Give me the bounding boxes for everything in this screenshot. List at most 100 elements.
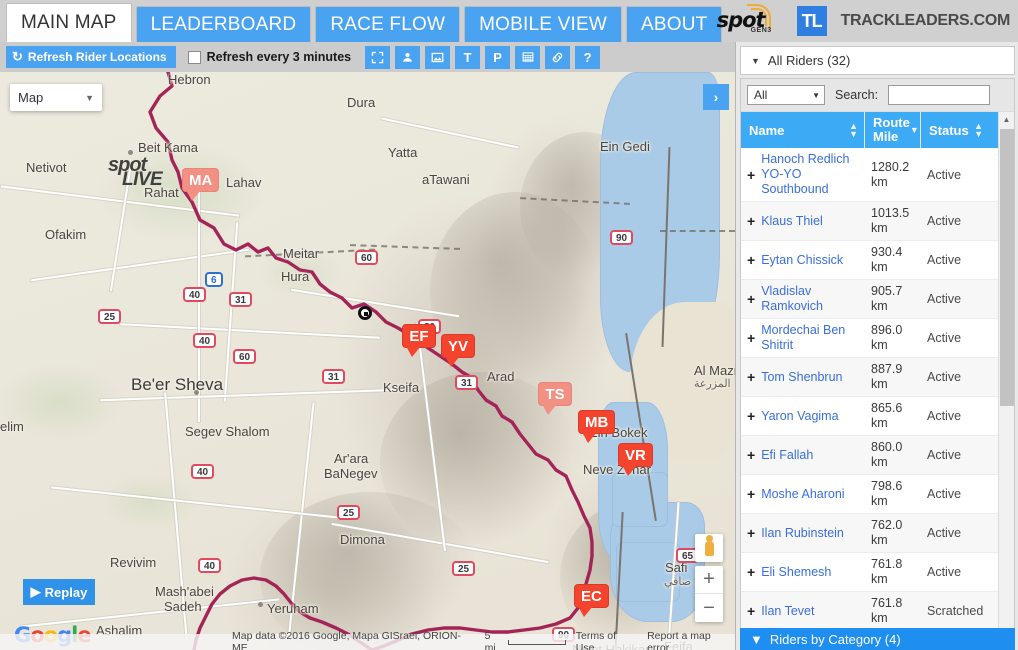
spot-logo-subtext: GEN3 [750, 27, 772, 34]
riders-by-category-label: Riders by Category (4) [769, 631, 901, 647]
route-shield: 31 [455, 375, 479, 390]
rider-status-cell: Active [927, 331, 962, 345]
fullscreen-icon[interactable] [365, 45, 391, 69]
map-place-label: Yeruham [267, 601, 319, 616]
map-place-label: Dimona [340, 532, 385, 547]
rider-name-link[interactable]: Yaron Vagima [761, 408, 839, 423]
table-row[interactable]: + Ilan Rubinstein 762.0 km Active [741, 514, 1014, 553]
column-header-name[interactable]: Name ▲ ▼ [741, 112, 865, 148]
map-scale-bar: 5 mi [485, 630, 566, 650]
table-row[interactable]: + Eytan Chissick 930.4 km Active [741, 241, 1014, 280]
help-icon[interactable]: ? [575, 45, 601, 69]
scrollbar-thumb[interactable] [1000, 129, 1014, 406]
rider-map-marker[interactable]: MB [578, 410, 616, 443]
points-icon[interactable]: P [485, 45, 511, 69]
rider-map-marker[interactable]: EC [574, 584, 609, 617]
rider-map-marker[interactable]: YV [441, 334, 476, 367]
street-view-pegman-icon[interactable] [695, 534, 723, 562]
map-panel-toggle-button[interactable]: › [703, 84, 729, 110]
expand-row-icon[interactable]: + [747, 369, 756, 385]
rider-name-link[interactable]: Eytan Chissick [761, 252, 844, 267]
scroll-up-arrow-icon[interactable]: ▲ [999, 112, 1014, 127]
rider-name-link[interactable]: Vladislav Ramkovich [761, 284, 824, 313]
rider-name-link[interactable]: Tom Shenbrun [761, 369, 843, 384]
expand-row-icon[interactable]: + [747, 252, 756, 268]
tab-leaderboard[interactable]: LEADERBOARD [135, 6, 312, 42]
map-type-selector[interactable]: Map ▼ [10, 84, 102, 111]
table-row[interactable]: + Yaron Vagima 865.6 km Active [741, 397, 1014, 436]
rider-route-mile-cell: 896.0 km [871, 323, 903, 352]
rider-map-marker[interactable]: VR [618, 443, 653, 476]
rider-status-cell: Active [927, 292, 962, 306]
report-map-error-link[interactable]: Report a map error [647, 630, 711, 650]
replay-button[interactable]: ▶ Replay [23, 579, 95, 605]
category-filter-select[interactable]: All ▼ [747, 85, 825, 105]
spot-live-bottom-text: LIVE [122, 169, 163, 190]
tab-race-flow[interactable]: RACE FLOW [315, 6, 461, 42]
table-row[interactable]: + Klaus Thiel 1013.5 km Active [741, 202, 1014, 241]
all-riders-header[interactable]: ▼ All Riders (32) [740, 46, 1015, 75]
expand-row-icon[interactable]: + [747, 447, 756, 463]
table-row[interactable]: + Ilan Tevet 761.8 km Scratched [741, 592, 1014, 631]
refresh-rider-locations-button[interactable]: ↻ Refresh Rider Locations [6, 46, 176, 68]
rider-name-link[interactable]: Hanoch Redlich YO-YO Southbound [761, 152, 850, 196]
expand-row-icon[interactable]: + [747, 564, 756, 580]
expand-row-icon[interactable]: + [747, 486, 756, 502]
rider-map-marker[interactable]: EF [402, 324, 436, 357]
table-row[interactable]: + Tom Shenbrun 887.9 km Active [741, 358, 1014, 397]
terms-of-use-link[interactable]: Terms of Use [575, 630, 616, 650]
zoom-out-button[interactable]: − [695, 594, 723, 622]
chevron-down-icon: ▼ [812, 90, 820, 100]
auto-refresh-toggle[interactable]: Refresh every 3 minutes [187, 50, 351, 64]
zoom-in-button[interactable]: + [695, 566, 723, 594]
top-navigation-bar: MAIN MAP LEADERBOARD RACE FLOW MOBILE VI… [0, 0, 1018, 42]
rider-status-cell: Active [927, 565, 962, 579]
expand-row-icon[interactable]: + [747, 166, 756, 183]
rider-name-link[interactable]: Ilan Tevet [761, 603, 815, 618]
riders-by-category-header[interactable]: ▼ Riders by Category (4) [740, 628, 1015, 650]
map-place-label: Mash'abei [155, 584, 214, 599]
text-labels-icon[interactable]: T [455, 45, 481, 69]
rider-map-marker[interactable]: TS [538, 382, 572, 415]
rider-name-link[interactable]: Eli Shemesh [761, 564, 832, 579]
route-shield: 25 [337, 505, 361, 520]
table-row[interactable]: + Vladislav Ramkovich 905.7 km Active [741, 280, 1014, 319]
expand-row-icon[interactable]: + [747, 213, 756, 229]
riders-table-scrollbar[interactable]: ▲ ▼ [998, 112, 1014, 642]
play-icon: ▶ [30, 584, 41, 599]
tab-mobile-view[interactable]: MOBILE VIEW [464, 6, 622, 42]
border-dashed-line [660, 230, 735, 232]
table-row[interactable]: + Eli Shemesh 761.8 km Active [741, 553, 1014, 592]
rider-name-link[interactable]: Klaus Thiel [761, 213, 823, 228]
tab-about[interactable]: ABOUT [625, 6, 723, 42]
photo-icon[interactable] [425, 45, 451, 69]
tab-main-map[interactable]: MAIN MAP [6, 3, 132, 42]
rider-status-cell: Scratched [927, 604, 984, 618]
rider-pin-icon[interactable] [395, 45, 421, 69]
table-row[interactable]: + Efi Fallah 860.0 km Active [741, 436, 1014, 475]
column-header-status[interactable]: Status ▲ ▼ [921, 112, 989, 148]
search-input[interactable] [888, 85, 991, 105]
table-row[interactable]: + Hanoch Redlich YO-YO Southbound 1280.2 k… [741, 148, 1014, 202]
sort-both-icon: ▲ ▼ [974, 121, 983, 139]
link-icon[interactable] [545, 45, 571, 69]
rider-name-link[interactable]: Efi Fallah [761, 447, 814, 462]
rider-map-marker[interactable]: MA [182, 168, 220, 201]
map-place-label: Ar'ara [334, 451, 369, 466]
expand-row-icon[interactable]: + [747, 408, 756, 424]
expand-row-icon[interactable]: + [747, 525, 756, 541]
table-row[interactable]: + Moshe Aharoni 798.6 km Active [741, 475, 1014, 514]
rider-route-mile-cell: 905.7 km [871, 284, 903, 313]
rider-name-link[interactable]: Mordechai Ben Shitrit [761, 323, 846, 352]
rider-route-mile-cell: 887.9 km [871, 362, 903, 391]
expand-row-icon[interactable]: + [747, 330, 756, 346]
expand-row-icon[interactable]: + [747, 603, 756, 619]
grid-icon[interactable] [515, 45, 541, 69]
expand-row-icon[interactable]: + [747, 291, 756, 307]
table-row[interactable]: + Mordechai Ben Shitrit 896.0 km Active [741, 319, 1014, 358]
column-header-route-mile[interactable]: Route Mile ▼ [865, 112, 921, 148]
rider-name-link[interactable]: Moshe Aharoni [761, 486, 845, 501]
map-canvas[interactable]: SderotHebronDuraBeit KamaNetivotYattaaTa… [0, 72, 735, 650]
auto-refresh-checkbox[interactable] [187, 50, 201, 64]
rider-name-link[interactable]: Ilan Rubinstein [761, 525, 844, 540]
